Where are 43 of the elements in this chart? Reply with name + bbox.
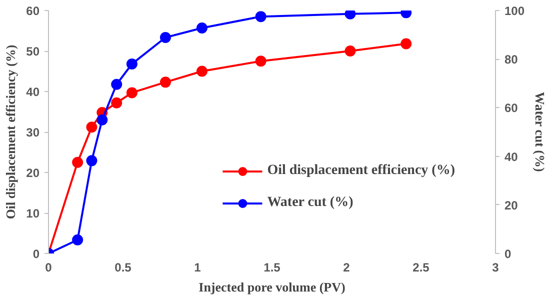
x-axis-title: Injected pore volume (PV) xyxy=(198,280,346,294)
point xyxy=(96,114,108,126)
y-axis-title: Oil displacement efficiency (%) xyxy=(3,44,18,220)
point xyxy=(400,38,412,50)
y-tick-label: 40 xyxy=(26,85,40,99)
point xyxy=(196,22,208,34)
legend-label: Oil displacement efficiency (%) xyxy=(267,163,455,179)
point xyxy=(72,234,84,246)
point xyxy=(86,155,98,166)
legend-label: Water cut (%) xyxy=(267,195,354,211)
point xyxy=(126,58,138,70)
y2-tick-label: 80 xyxy=(504,52,518,67)
y-tick-label: 20 xyxy=(26,166,40,180)
y-tick-label: 50 xyxy=(26,44,40,58)
point xyxy=(111,97,122,108)
x-tick-label: 0 xyxy=(45,260,52,274)
point xyxy=(111,78,122,90)
point xyxy=(126,87,138,98)
point xyxy=(344,10,356,20)
y2-tick-label: 40 xyxy=(504,150,518,164)
y2-tick-label: 0 xyxy=(504,247,512,261)
y2-tick-label: 60 xyxy=(504,101,518,116)
point xyxy=(86,122,98,133)
point xyxy=(196,66,208,77)
x-tick-label: 1 xyxy=(194,260,202,274)
x-tick-label: 1.5 xyxy=(264,260,281,274)
y-tick-label: 30 xyxy=(26,126,40,140)
point xyxy=(72,156,84,168)
x-tick-label: 3 xyxy=(492,260,500,274)
y-tick-label: 0 xyxy=(32,247,40,261)
point xyxy=(255,56,266,67)
y-tick-label: 10 xyxy=(26,206,40,220)
y2-tick-label: 20 xyxy=(504,198,518,212)
point xyxy=(160,32,171,43)
x-tick-label: 0.5 xyxy=(114,260,132,274)
y2-tick-label: 100 xyxy=(504,4,525,18)
y2-axis-title: Water cut (%) xyxy=(532,92,548,172)
x-tick-label: 2 xyxy=(343,260,350,274)
point xyxy=(160,76,171,88)
x-tick-label: 2.5 xyxy=(412,260,430,274)
point xyxy=(255,11,266,22)
y-tick-label: 60 xyxy=(26,4,40,18)
point xyxy=(344,46,356,56)
